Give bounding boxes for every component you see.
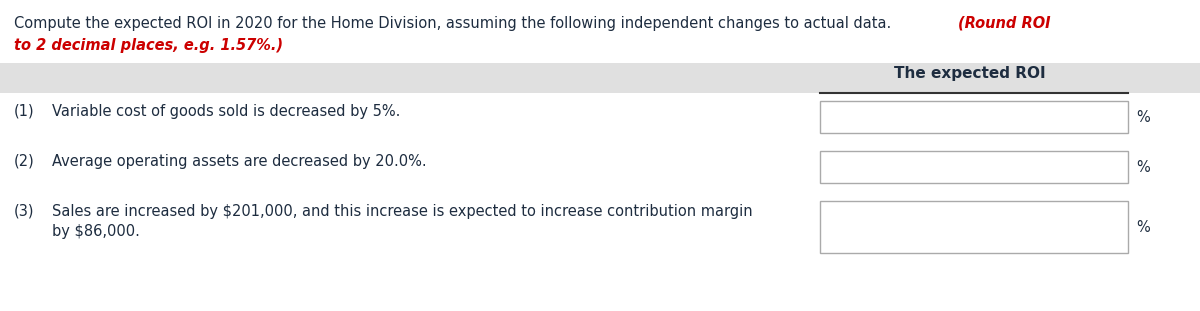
Text: The expected ROI: The expected ROI [894,66,1046,81]
Text: to 2 decimal places, e.g. 1.57%.): to 2 decimal places, e.g. 1.57%.) [14,38,283,53]
Text: (3): (3) [14,204,35,219]
Text: Compute the expected ROI in 2020 for the Home Division, assuming the following i: Compute the expected ROI in 2020 for the… [14,16,896,31]
Text: by $86,000.: by $86,000. [52,224,140,239]
Bar [820,151,1128,183]
Text: Variable cost of goods sold is decreased by 5%.: Variable cost of goods sold is decreased… [52,104,401,119]
Text: (1): (1) [14,104,35,119]
Bar [0,63,1200,93]
Text: %: % [1136,160,1150,174]
Text: %: % [1136,109,1150,124]
Text: Average operating assets are decreased by 20.0%.: Average operating assets are decreased b… [52,154,427,169]
Bar [820,201,1128,253]
Text: (Round ROI: (Round ROI [958,16,1051,31]
Bar [820,101,1128,133]
Text: %: % [1136,220,1150,234]
Text: Sales are increased by $201,000, and this increase is expected to increase contr: Sales are increased by $201,000, and thi… [52,204,752,219]
Text: (2): (2) [14,154,35,169]
